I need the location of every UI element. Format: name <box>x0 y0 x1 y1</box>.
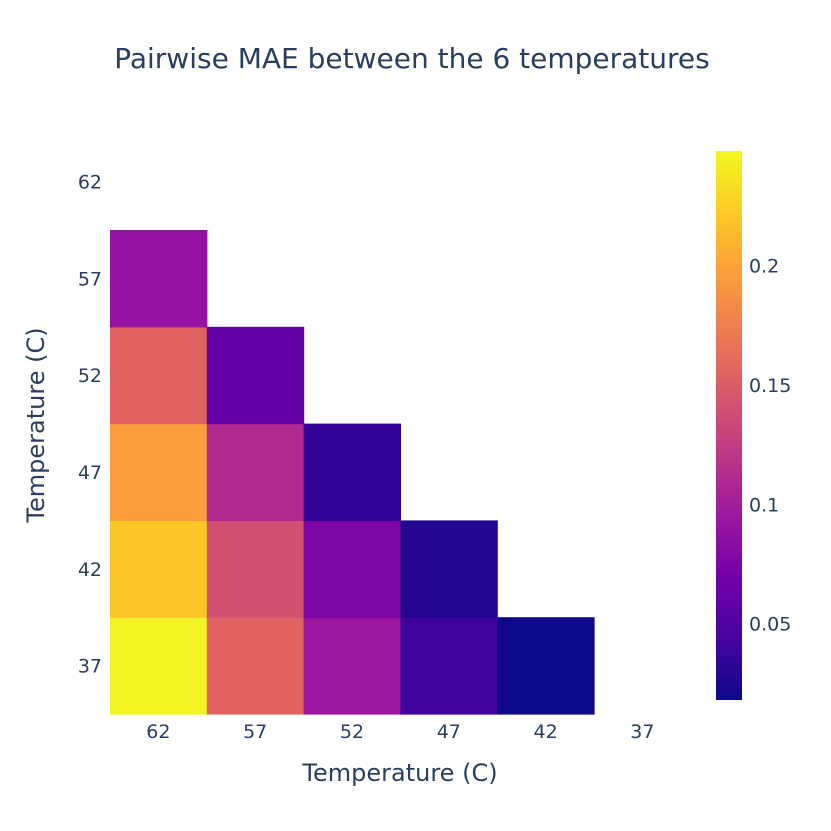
heatmap-cell-47-52 <box>303 423 401 521</box>
y-axis-ticks: 37 42 47 52 57 62 <box>78 172 102 678</box>
x-tick-label: 42 <box>534 721 558 743</box>
y-tick-label: 37 <box>78 656 102 678</box>
x-axis-ticks: 62 57 52 47 42 37 <box>146 721 654 743</box>
y-tick-label: 57 <box>78 268 102 290</box>
colorbar-tick-label: 0.05 <box>749 614 791 636</box>
x-tick-label: 47 <box>437 721 461 743</box>
x-tick-label: 62 <box>146 721 170 743</box>
y-tick-label: 52 <box>78 365 102 387</box>
heatmap-cells <box>110 230 595 715</box>
heatmap-cell-37-57 <box>206 617 305 715</box>
y-axis-title: Temperature (C) <box>22 327 50 523</box>
heatmap-cell-42-62 <box>110 520 208 618</box>
heatmap-cell-47-57 <box>206 423 305 521</box>
heatmap-cell-57-62 <box>110 230 208 328</box>
heatmap-cell-42-52 <box>303 520 401 618</box>
colorbar: 0.05 0.1 0.15 0.2 <box>716 151 791 700</box>
heatmap-cell-52-57 <box>206 326 305 425</box>
heatmap-cell-47-62 <box>110 423 208 521</box>
y-tick-label: 62 <box>78 172 102 194</box>
heatmap-cell-42-57 <box>206 520 305 618</box>
colorbar-ticks: 0.05 0.1 0.15 0.2 <box>749 256 791 636</box>
colorbar-tick-label: 0.1 <box>749 494 779 516</box>
heatmap-cell-37-52 <box>303 617 401 715</box>
colorbar-tick-label: 0.2 <box>749 256 779 278</box>
colorbar-tick-label: 0.15 <box>749 375 791 397</box>
x-tick-label: 37 <box>630 721 654 743</box>
y-tick-label: 47 <box>78 462 102 484</box>
heatmap-cell-42-47 <box>400 520 498 618</box>
x-tick-label: 57 <box>243 721 267 743</box>
chart-title: Pairwise MAE between the 6 temperatures <box>114 42 710 75</box>
heatmap-cell-37-42 <box>497 617 595 715</box>
y-tick-label: 42 <box>78 559 102 581</box>
x-axis-title: Temperature (C) <box>301 759 497 787</box>
x-tick-label: 52 <box>340 721 364 743</box>
heatmap-cell-52-62 <box>110 326 208 425</box>
colorbar-gradient <box>716 151 742 700</box>
heatmap-cell-37-62 <box>110 617 208 715</box>
heatmap-cell-37-47 <box>400 617 498 715</box>
